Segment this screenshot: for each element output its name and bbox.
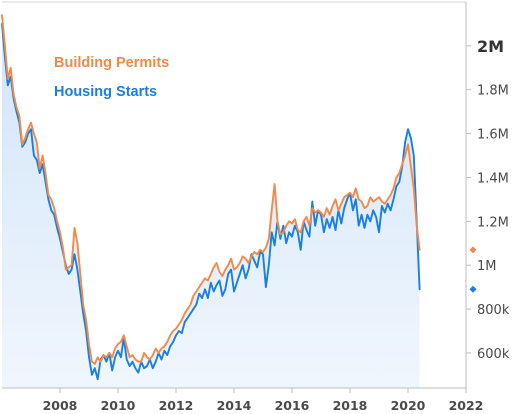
x-tick-label: 2018 [333,398,368,413]
area-fill [2,15,420,388]
y-tick-label: 1M [477,259,497,274]
last-value-marker-housing-starts [469,285,477,293]
y-tick-label: 1.2M [477,215,509,230]
y-tick-label: 800k [477,303,510,318]
x-tick-layer: 2008 2010 2012 2014 2016 2018 2020 2022 [43,388,484,413]
x-tick-label: 2008 [43,398,78,413]
last-value-marker-building-permits [469,246,477,254]
y-tick-label: 1.4M [477,171,509,186]
last-value-marker-layer [469,246,477,293]
x-tick-label: 2010 [101,398,136,413]
y-tick-label: 2M [477,37,504,56]
y-tick-label: 1.8M [477,84,509,99]
series-layer [1,14,421,381]
x-tick-label: 2014 [217,398,252,413]
x-tick-label: 2016 [275,398,310,413]
legend: Building Permits Housing Starts [54,55,169,100]
y-tick-label: 600k [477,347,510,362]
x-tick-label: 2020 [391,398,426,413]
area-fill-layer [2,15,420,388]
y-tick-label: 1.6M [477,128,509,143]
x-tick-label: 2022 [449,398,484,413]
legend-label-housing-starts: Housing Starts [54,84,157,100]
legend-label-building-permits: Building Permits [54,55,169,71]
x-tick-label: 2012 [159,398,194,413]
y-tick-layer: 2M 1.8M 1.6M 1.4M 1.2M 1M 800k 600k [466,37,510,362]
series-line-building-permits [1,14,421,365]
